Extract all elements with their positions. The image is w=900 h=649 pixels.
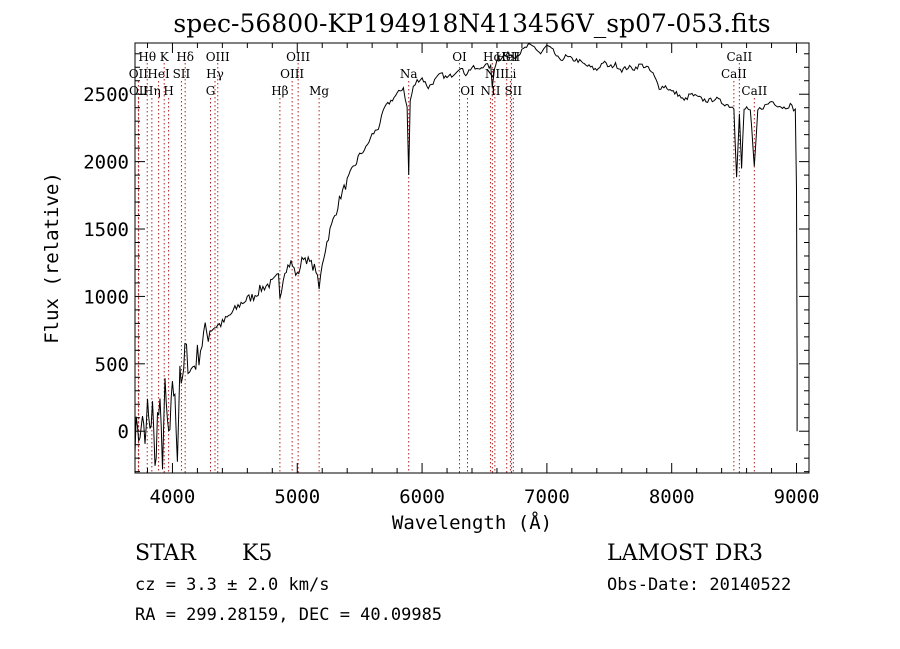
x-tick-label-2: 6000	[399, 486, 445, 508]
line-label-4: HeI	[147, 67, 170, 81]
line-label-5: K	[160, 50, 170, 64]
line-label-14: OIII	[286, 50, 310, 64]
line-label-27: CaII	[726, 50, 752, 64]
y-tick-label-5: 2500	[83, 84, 129, 106]
line-label-25: SII	[504, 84, 522, 98]
y-tick-label-1: 500	[95, 354, 129, 376]
line-label-16: Na	[400, 67, 418, 81]
y-tick-label-3: 1500	[83, 219, 129, 241]
y-tick-label-0: 0	[118, 421, 129, 443]
x-tick-label-1: 5000	[274, 486, 320, 508]
y-axis-label: Flux (relative)	[41, 172, 63, 344]
survey-name: LAMOST DR3	[607, 541, 763, 566]
line-label-12: Hβ	[271, 84, 288, 98]
plot-frame	[134, 42, 810, 474]
line-label-9: G	[206, 84, 216, 98]
line-label-10: Hγ	[206, 67, 224, 81]
x-tick-label-4: 8000	[649, 486, 695, 508]
line-label-28: CaII	[741, 84, 767, 98]
line-label-19: NII	[480, 84, 500, 98]
x-tick-label-5: 9000	[774, 486, 820, 508]
line-label-23: Li	[505, 67, 517, 81]
line-label-8: Hδ	[176, 50, 194, 64]
line-label-18: OI	[460, 84, 475, 98]
chart-title: spec-56800-KP194918N413456V_sp07-053.fit…	[173, 9, 770, 38]
x-tick-label-3: 7000	[524, 486, 570, 508]
line-label-11: OIII	[206, 50, 230, 64]
line-label-22: HeI	[496, 50, 519, 64]
line-label-21: NII	[485, 67, 505, 81]
object-class: STAR	[135, 541, 197, 566]
line-label-15: Mg	[309, 84, 329, 98]
line-label-24: SII	[503, 50, 521, 64]
x-tick-label-0: 4000	[150, 486, 196, 508]
x-axis-label: Wavelength (Å)	[392, 511, 552, 534]
y-tick-label-2: 1000	[83, 286, 129, 308]
spectral-line-markers	[137, 63, 755, 473]
redshift-cz: cz = 3.3 ± 2.0 km/s	[135, 575, 329, 595]
line-label-1: OII	[129, 67, 149, 81]
line-label-7: SII	[173, 67, 191, 81]
line-label-6: H	[163, 84, 173, 98]
line-label-13: OIII	[280, 67, 304, 81]
x-axis-ticks: 4000 5000 6000 7000 8000 9000	[146, 43, 820, 508]
spectrum-series-line	[134, 43, 798, 470]
line-label-17: OI	[452, 50, 467, 64]
line-label-0: Hθ	[138, 50, 156, 64]
ra-dec-coordinates: RA = 299.28159, DEC = 40.09985	[135, 605, 442, 625]
observation-date: Obs-Date: 20140522	[607, 575, 791, 595]
line-label-3: Hη	[143, 84, 161, 98]
line-label-26: CaII	[721, 67, 747, 81]
y-tick-label-4: 2000	[83, 152, 129, 174]
object-subclass: K5	[242, 541, 272, 566]
y-axis-ticks: 0 500 1000 1500 2000 2500	[83, 53, 809, 473]
